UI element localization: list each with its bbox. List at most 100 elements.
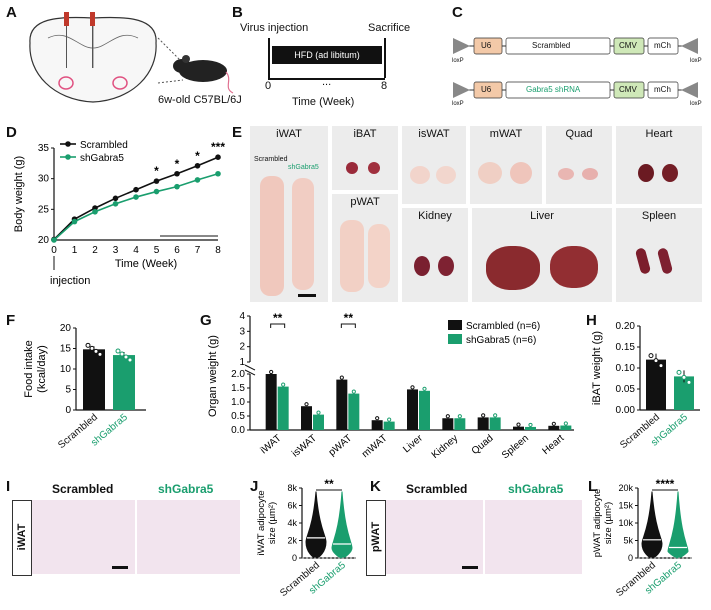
g-dot bbox=[445, 414, 450, 419]
hfd-bar-label: HFD (ad libitum) bbox=[294, 50, 360, 60]
timeline-tick-dots: ... bbox=[322, 76, 332, 88]
g-bar bbox=[336, 379, 348, 430]
g-ytick-label: 1.0 bbox=[231, 397, 245, 408]
g-bar bbox=[442, 418, 454, 430]
d-xtick-label: 8 bbox=[215, 245, 221, 256]
spleen-tissue-1 bbox=[634, 247, 652, 275]
g-category-label: iWAT bbox=[259, 433, 284, 456]
g-bar bbox=[313, 414, 324, 430]
d-significance: * bbox=[195, 149, 200, 163]
d-point bbox=[71, 218, 78, 225]
syringe-icon bbox=[64, 12, 95, 68]
j-ytick-label: 2k bbox=[287, 536, 297, 546]
g-bar bbox=[301, 406, 312, 430]
panel-label-a: A bbox=[6, 4, 17, 21]
pwat-tissue-2 bbox=[368, 224, 390, 288]
h-ytick-label: 0.00 bbox=[616, 405, 636, 416]
g-category-label: Quad bbox=[470, 433, 496, 457]
f-dot bbox=[119, 351, 125, 357]
g-category-label: isWAT bbox=[290, 433, 319, 460]
j-ylabel: size (µm²) bbox=[267, 502, 278, 544]
g-dot bbox=[316, 410, 321, 415]
g-bar bbox=[383, 421, 395, 430]
d-xtick-label: 1 bbox=[72, 245, 78, 256]
d-point bbox=[194, 162, 201, 169]
j-ytick-label: 8k bbox=[287, 483, 297, 493]
photo-label-quad: Quad bbox=[565, 128, 593, 140]
timeline-tick-0: 0 bbox=[265, 80, 272, 92]
d-legend-marker bbox=[65, 154, 71, 160]
iwat-tissue-2 bbox=[292, 178, 314, 290]
kidney-tissue-1 bbox=[414, 256, 430, 276]
h-ylabel: iBAT weight (g) bbox=[591, 331, 603, 405]
scale-bar-k bbox=[462, 566, 478, 569]
d-xtick-label: 7 bbox=[195, 245, 201, 256]
scale-bar bbox=[298, 294, 316, 297]
d-point bbox=[194, 177, 201, 183]
iswat-tissue-1 bbox=[410, 166, 430, 184]
timeline-axis-end bbox=[384, 38, 386, 78]
organ-weight-chart: 1 2 3 4 0.0 0.5 1.0 1.5 2.0 Organ weight (g) iWAT i… bbox=[207, 311, 574, 461]
g-bar bbox=[477, 417, 489, 430]
f-bar bbox=[113, 355, 135, 410]
l-violin bbox=[641, 491, 663, 559]
g-dot bbox=[422, 386, 427, 391]
f-dot bbox=[127, 357, 133, 363]
g-dot bbox=[304, 402, 309, 407]
l-significance: **** bbox=[656, 478, 675, 491]
c1-reporter: mCh bbox=[654, 41, 671, 50]
panel-label-j: J bbox=[250, 478, 259, 495]
photo-kidney: Kidney bbox=[402, 208, 468, 302]
g-dot bbox=[481, 413, 486, 418]
c2-reporter: mCh bbox=[654, 85, 671, 94]
histology-pwat-scrambled bbox=[386, 500, 483, 574]
l-ytick-label: 0 bbox=[628, 553, 633, 563]
g-dot bbox=[339, 375, 344, 380]
photo-iwat: iWAT Scrambled shGabra5 bbox=[250, 126, 328, 302]
c1-insert: Scrambled bbox=[532, 41, 571, 50]
g-category-label: Spleen bbox=[500, 433, 531, 461]
photo-label-iswat: isWAT bbox=[418, 128, 450, 140]
h-dot bbox=[648, 353, 654, 359]
spleen-tissue-2 bbox=[656, 247, 674, 275]
g-dot bbox=[563, 421, 568, 426]
d-point bbox=[133, 194, 139, 200]
panel-label-i: I bbox=[6, 478, 11, 495]
f-ytick-label: 20 bbox=[60, 323, 72, 334]
panel-a-illustration bbox=[29, 12, 234, 103]
g-axis-break-2 bbox=[244, 369, 256, 376]
g-dot bbox=[551, 421, 556, 426]
photo-liver: Liver bbox=[472, 208, 612, 302]
h-dot bbox=[681, 374, 687, 380]
g-bar bbox=[454, 418, 466, 430]
l-ytick-label: 10k bbox=[618, 518, 633, 528]
d-xtick-label: 0 bbox=[51, 245, 57, 256]
panel-label-l: L bbox=[588, 478, 598, 495]
photo-label-spleen: Spleen bbox=[641, 210, 677, 222]
photo-heart: Heart bbox=[616, 126, 702, 204]
g-dot bbox=[528, 422, 533, 428]
construct-scrambled bbox=[453, 37, 698, 55]
g-dot bbox=[516, 422, 521, 427]
f-dot bbox=[97, 351, 103, 357]
g-ytick-label: 0.5 bbox=[231, 411, 245, 422]
d-point bbox=[215, 154, 221, 160]
panel-label-d: D bbox=[6, 124, 17, 141]
g-dot bbox=[375, 416, 380, 421]
d-xtick-label: 3 bbox=[113, 245, 119, 256]
g-legend-swatch bbox=[448, 320, 462, 330]
h-bar bbox=[646, 359, 666, 410]
d-legend-label: Scrambled bbox=[80, 140, 128, 151]
d-point bbox=[174, 170, 180, 177]
timeline-axis bbox=[268, 38, 270, 78]
h-ytick-label: 0.20 bbox=[616, 321, 636, 332]
l-ytick-label: 15k bbox=[618, 501, 633, 511]
panel-label-h: H bbox=[586, 312, 597, 329]
d-point bbox=[174, 183, 180, 190]
mouse-strain-label: 6w-old C57BL/6J bbox=[158, 94, 242, 106]
body-weight-chart: 20 25 30 35 0 1 2 3 4 5 6 7 8 Time (Week) Body weight … bbox=[13, 140, 225, 287]
g-sig-bracket bbox=[270, 323, 286, 328]
